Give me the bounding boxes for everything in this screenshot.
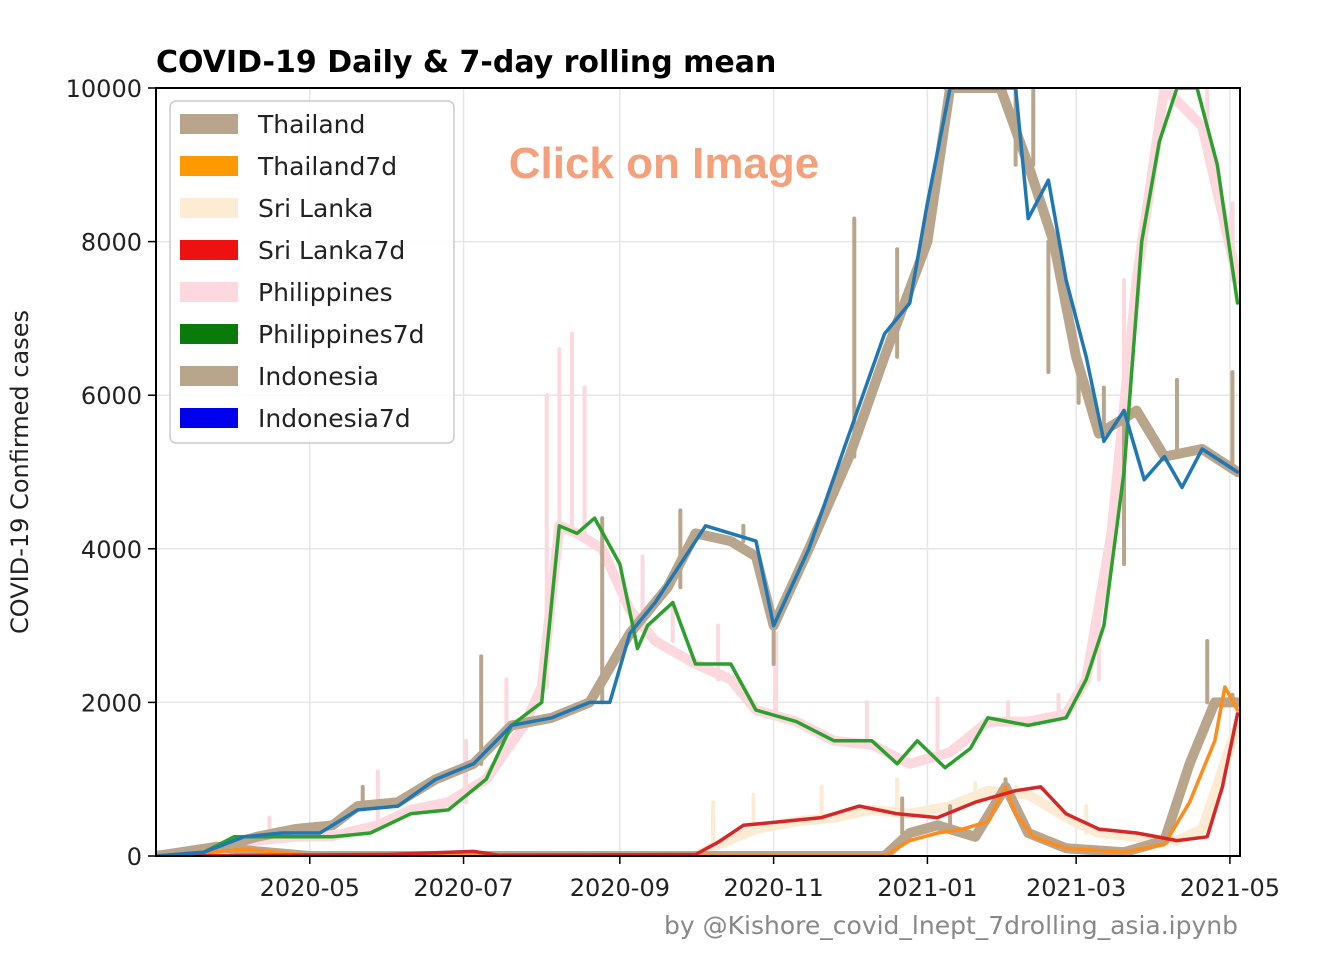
series-indonesia xyxy=(156,88,1240,856)
legend-swatch xyxy=(180,114,238,134)
click-on-image-label[interactable]: Click on Image xyxy=(509,139,820,188)
y-tick-label: 2000 xyxy=(81,689,142,717)
x-tick-label: 2021-01 xyxy=(877,874,977,902)
y-tick-label: 8000 xyxy=(81,229,142,257)
series-line-philippines7d xyxy=(156,88,1240,856)
legend-swatch xyxy=(180,198,238,218)
y-tick-label: 10000 xyxy=(66,75,142,103)
legend: Thailand Thailand7d Sri Lanka Sri Lanka7d Ph… xyxy=(169,100,455,444)
legend-swatch xyxy=(180,282,238,302)
legend-label: Indonesia xyxy=(258,362,379,391)
legend-swatch xyxy=(180,324,238,344)
plot-frame xyxy=(155,87,1241,857)
y-tick-label: 4000 xyxy=(81,536,142,564)
credit-text: by @Kishore_covid_lnept_7drolling_asia.i… xyxy=(664,911,1238,940)
legend-box xyxy=(169,100,455,444)
legend-label: Thailand xyxy=(257,110,365,139)
legend-swatch xyxy=(180,156,238,176)
legend-label: Philippines7d xyxy=(258,320,424,349)
x-tick-label: 2021-05 xyxy=(1180,874,1280,902)
legend-label: Indonesia7d xyxy=(258,404,411,433)
series-philippines7d xyxy=(156,88,1240,856)
legend-label: Sri Lanka xyxy=(258,194,374,223)
x-tick-label: 2020-05 xyxy=(260,874,360,902)
chart-title: COVID-19 Daily & 7-day rolling mean xyxy=(156,45,776,80)
x-axis: 2020-05 2020-07 2020-09 2020-11 2021-01 2021-… xyxy=(260,856,1280,902)
y-tick-label: 0 xyxy=(127,843,142,871)
legend-swatch xyxy=(180,408,238,428)
series-line-indonesia7d xyxy=(156,88,1240,856)
x-tick-label: 2021-03 xyxy=(1026,874,1126,902)
x-tick-label: 2020-11 xyxy=(723,874,823,902)
legend-label: Philippines xyxy=(258,278,393,307)
x-tick-label: 2020-09 xyxy=(570,874,670,902)
x-tick-label: 2020-07 xyxy=(413,874,513,902)
legend-swatch xyxy=(180,240,238,260)
rolling-series-layer xyxy=(156,88,1240,856)
series-indonesia7d xyxy=(156,88,1240,856)
legend-label: Thailand7d xyxy=(257,152,397,181)
legend-label: Sri Lanka7d xyxy=(258,236,405,265)
series-line-sri-lanka7d xyxy=(156,712,1240,856)
y-axis: 0 2000 4000 6000 8000 10000 xyxy=(66,75,156,871)
legend-swatch xyxy=(180,366,238,386)
y-tick-label: 6000 xyxy=(81,382,142,410)
y-axis-label: COVID-19 Confirmed cases xyxy=(6,310,34,634)
series-sri-lanka7d xyxy=(156,712,1240,856)
